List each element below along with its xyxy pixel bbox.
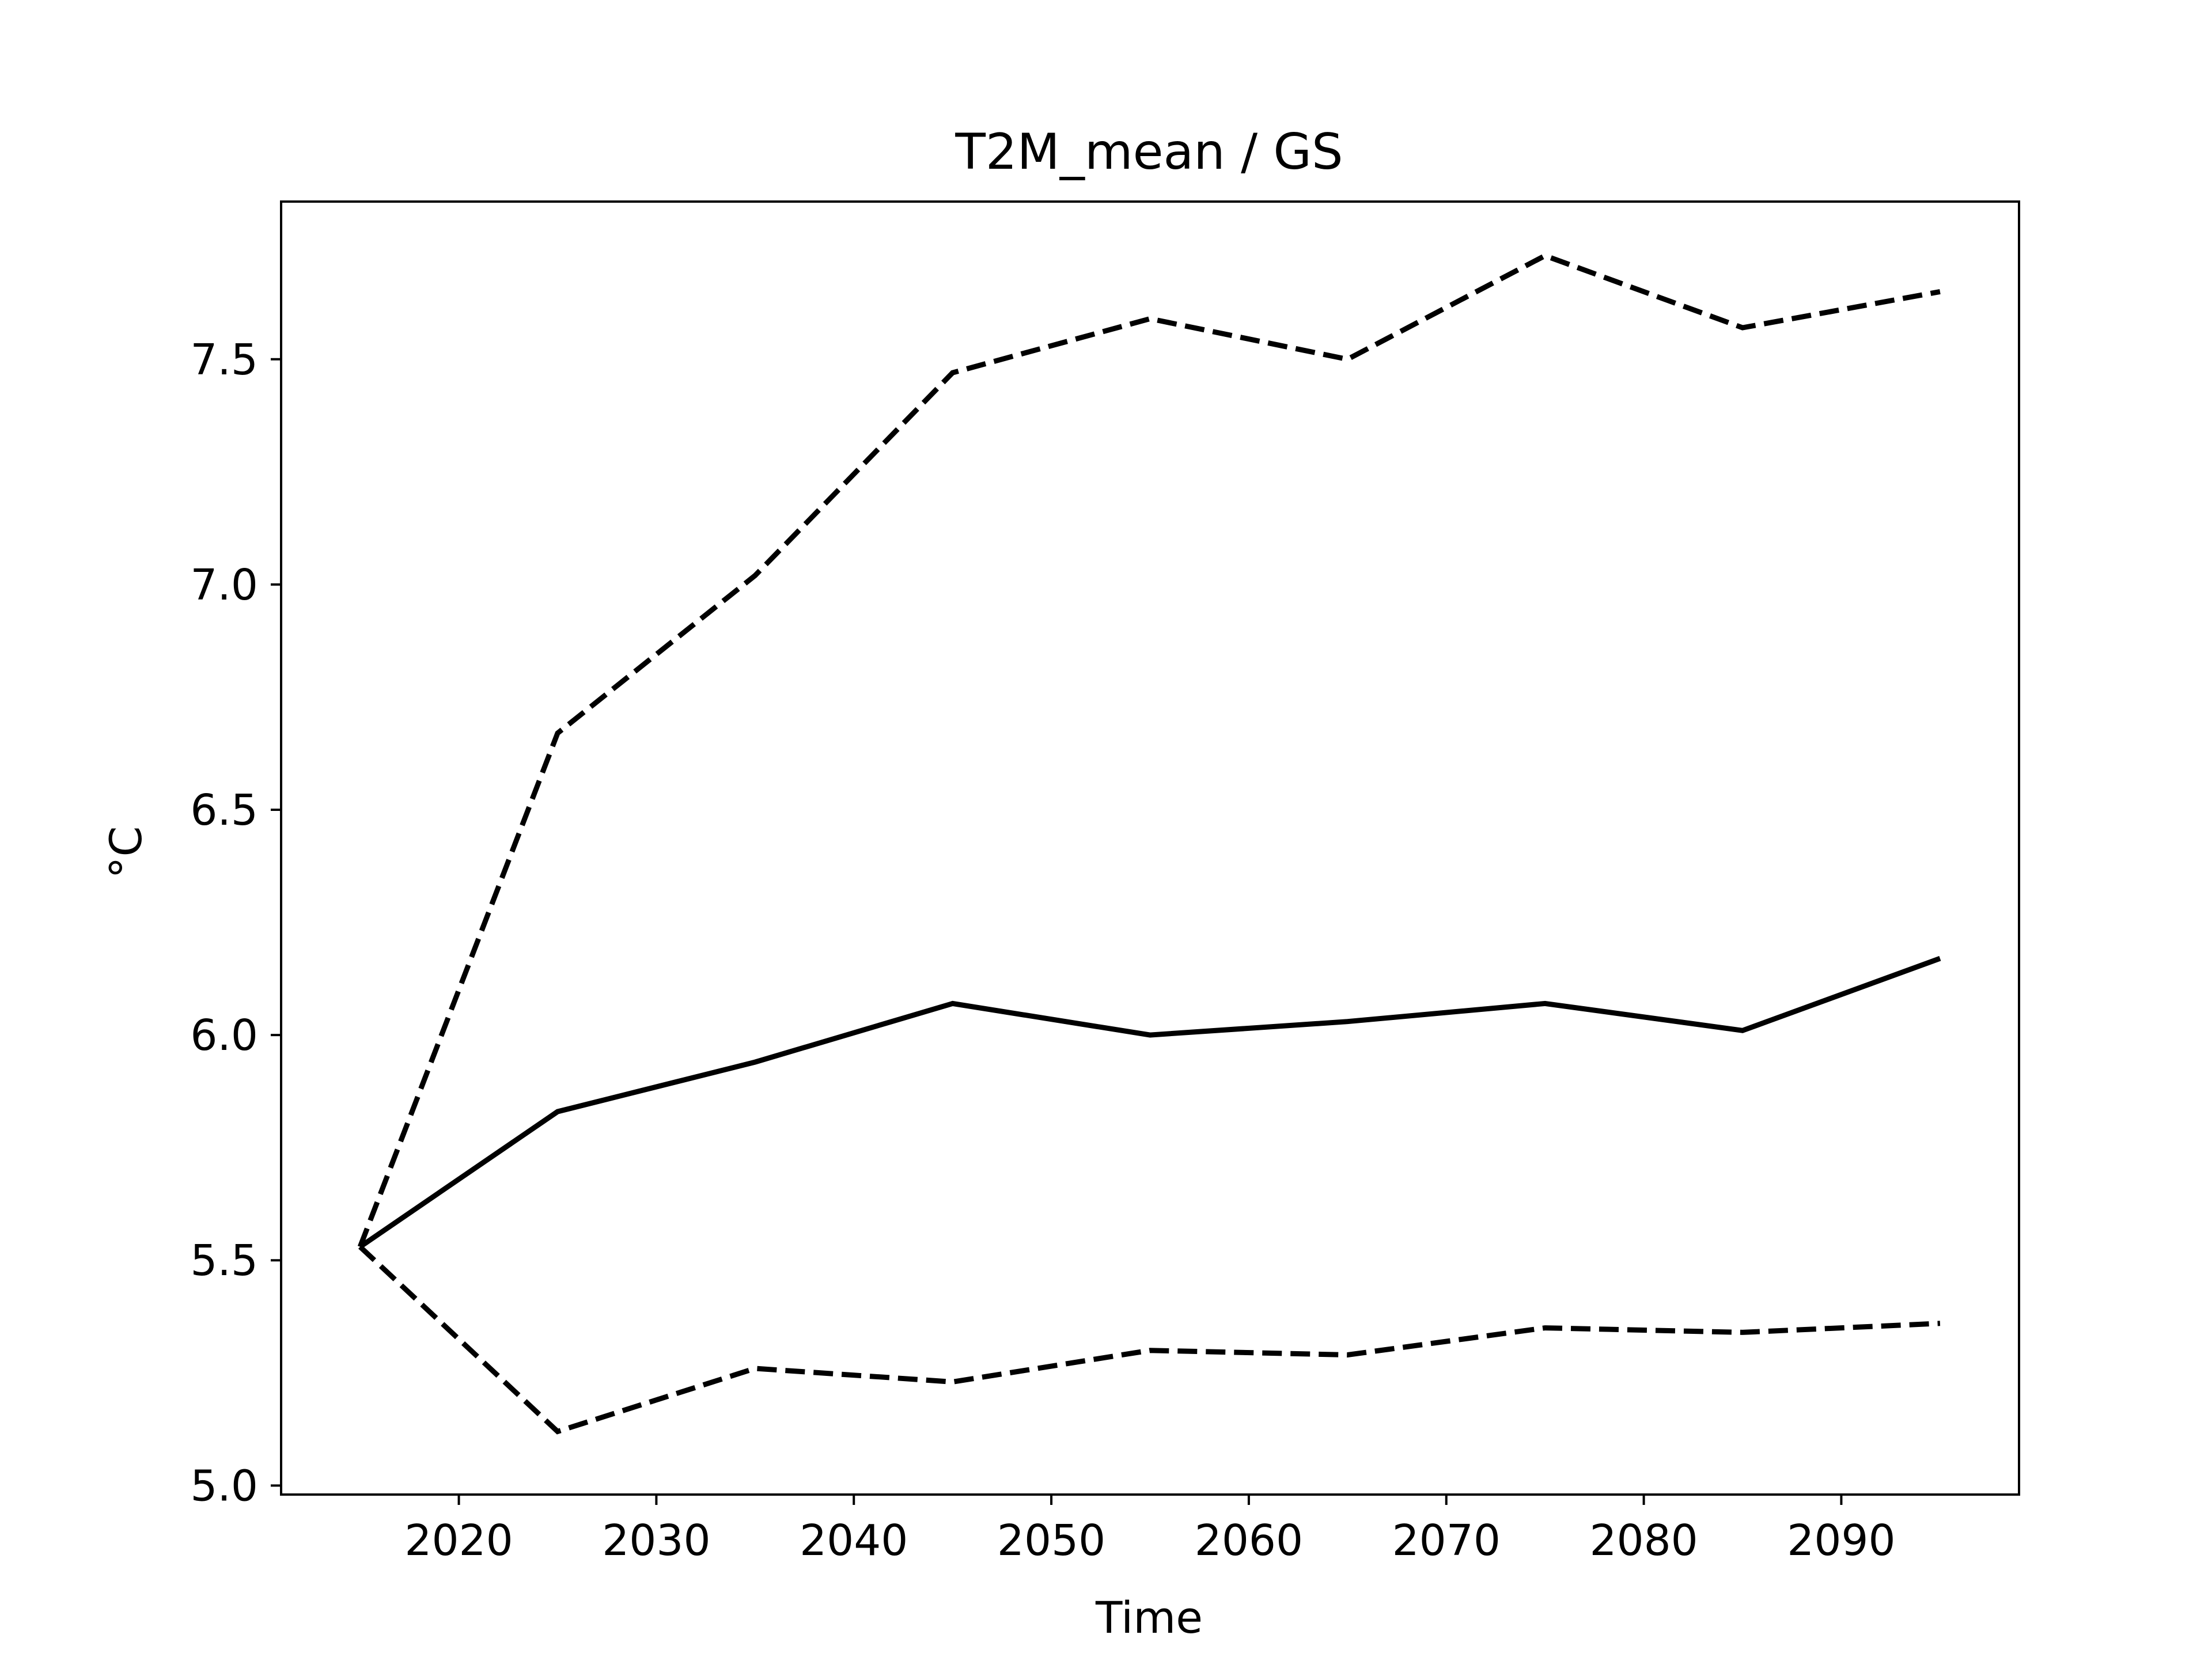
y-tick-label-5.0: 5.0 <box>190 1461 258 1511</box>
x-tick-label-2060: 2060 <box>1195 1516 1303 1565</box>
x-tick-label-2030: 2030 <box>602 1516 710 1565</box>
x-tick-label-2070: 2070 <box>1392 1516 1501 1565</box>
x-axis-label: Time <box>1095 1592 1203 1643</box>
series-line-1 <box>358 955 1941 1249</box>
plot-area: 2020 2030 2040 2050 2060 2070 2080 2090 5.0 5.5 6.… <box>190 200 2020 1565</box>
x-tick-label-2080: 2080 <box>1589 1516 1698 1565</box>
plot-frame <box>280 200 2020 1496</box>
series-line-3 <box>358 1245 1941 1435</box>
y-tick-label-6.0: 6.0 <box>190 1011 258 1060</box>
y-axis-label: °C <box>100 826 151 878</box>
x-tick-label-2040: 2040 <box>800 1516 908 1565</box>
y-tick-label-5.5: 5.5 <box>190 1236 258 1285</box>
y-tick-label-7.5: 7.5 <box>190 335 258 385</box>
series-line-2 <box>357 252 1941 1248</box>
x-tick-label-2050: 2050 <box>997 1516 1105 1565</box>
x-tick-label-2020: 2020 <box>404 1516 513 1565</box>
x-tick-label-2090: 2090 <box>1787 1516 1895 1565</box>
y-tick-label-6.5: 6.5 <box>190 786 258 835</box>
y-tick-label-7.0: 7.0 <box>190 560 258 610</box>
chart-title: T2M_mean / GS <box>955 123 1343 181</box>
